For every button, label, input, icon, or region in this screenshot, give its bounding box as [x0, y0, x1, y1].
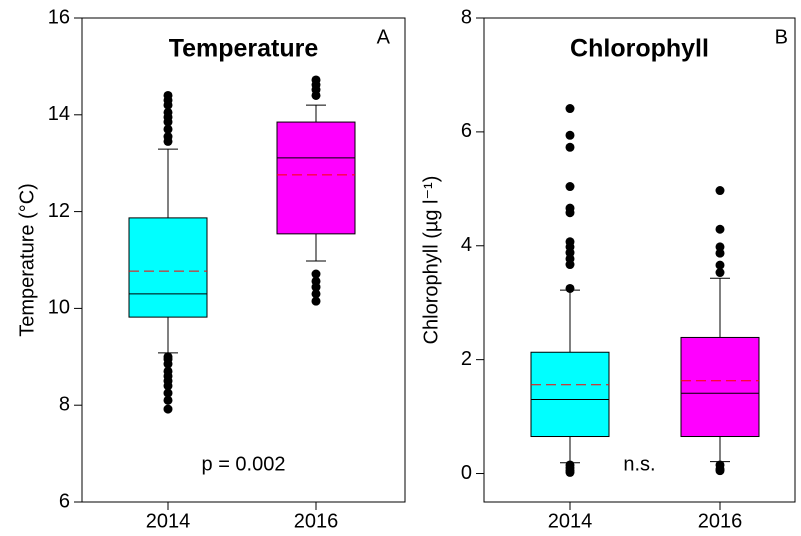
outlier — [311, 282, 321, 292]
y-axis-label: Chlorophyll (µg l⁻¹) — [420, 176, 442, 345]
outlier — [715, 268, 725, 278]
outlier — [565, 104, 575, 114]
outlier — [715, 242, 725, 252]
x-tick-label: 2016 — [294, 510, 339, 532]
outlier — [565, 142, 575, 152]
outlier — [163, 359, 173, 369]
plot-frame — [483, 17, 796, 503]
outlier — [565, 248, 575, 258]
y-tick-label: 14 — [48, 103, 70, 125]
x-tick-label: 2014 — [548, 510, 593, 532]
outlier — [715, 260, 725, 270]
x-tick-label: 2014 — [146, 510, 191, 532]
outlier — [565, 283, 575, 293]
outlier — [163, 395, 173, 405]
y-tick-label: 16 — [48, 6, 70, 28]
y-tick-label: 8 — [59, 393, 70, 415]
annotation: p = 0.002 — [202, 453, 286, 475]
y-tick-label: 4 — [461, 234, 472, 256]
outlier — [715, 224, 725, 234]
y-axis-label: Temperature (°C) — [16, 183, 38, 337]
outlier — [163, 136, 173, 146]
outlier — [565, 467, 575, 477]
y-tick-label: 2 — [461, 348, 472, 370]
outlier — [163, 124, 173, 134]
outlier — [565, 208, 575, 218]
outlier — [311, 296, 321, 306]
outlier — [311, 289, 321, 299]
outlier — [565, 260, 575, 270]
box — [128, 217, 208, 318]
outlier — [715, 248, 725, 258]
y-tick-label: 0 — [461, 462, 472, 484]
chart-title: Chlorophyll — [570, 35, 709, 63]
y-tick-label: 10 — [48, 297, 70, 319]
outlier — [163, 388, 173, 398]
y-tick-label: 12 — [48, 200, 70, 222]
annotation: n.s. — [623, 453, 655, 475]
outlier — [163, 100, 173, 110]
outlier — [163, 404, 173, 414]
box — [680, 336, 760, 438]
box — [530, 351, 610, 438]
y-tick-label: 6 — [59, 490, 70, 512]
x-tick-label: 2016 — [698, 510, 743, 532]
outlier — [311, 269, 321, 279]
outlier — [715, 466, 725, 476]
plot-frame — [81, 17, 406, 503]
y-tick-label: 6 — [461, 120, 472, 142]
outlier — [163, 117, 173, 127]
outlier — [565, 182, 575, 192]
outlier — [163, 381, 173, 391]
outlier — [565, 130, 575, 140]
outlier — [715, 186, 725, 196]
outlier — [311, 90, 321, 100]
panel-label: A — [377, 26, 391, 48]
panel-label: B — [775, 26, 788, 48]
chart-title: Temperature — [169, 35, 319, 63]
box — [276, 121, 356, 235]
y-tick-label: 8 — [461, 6, 472, 28]
